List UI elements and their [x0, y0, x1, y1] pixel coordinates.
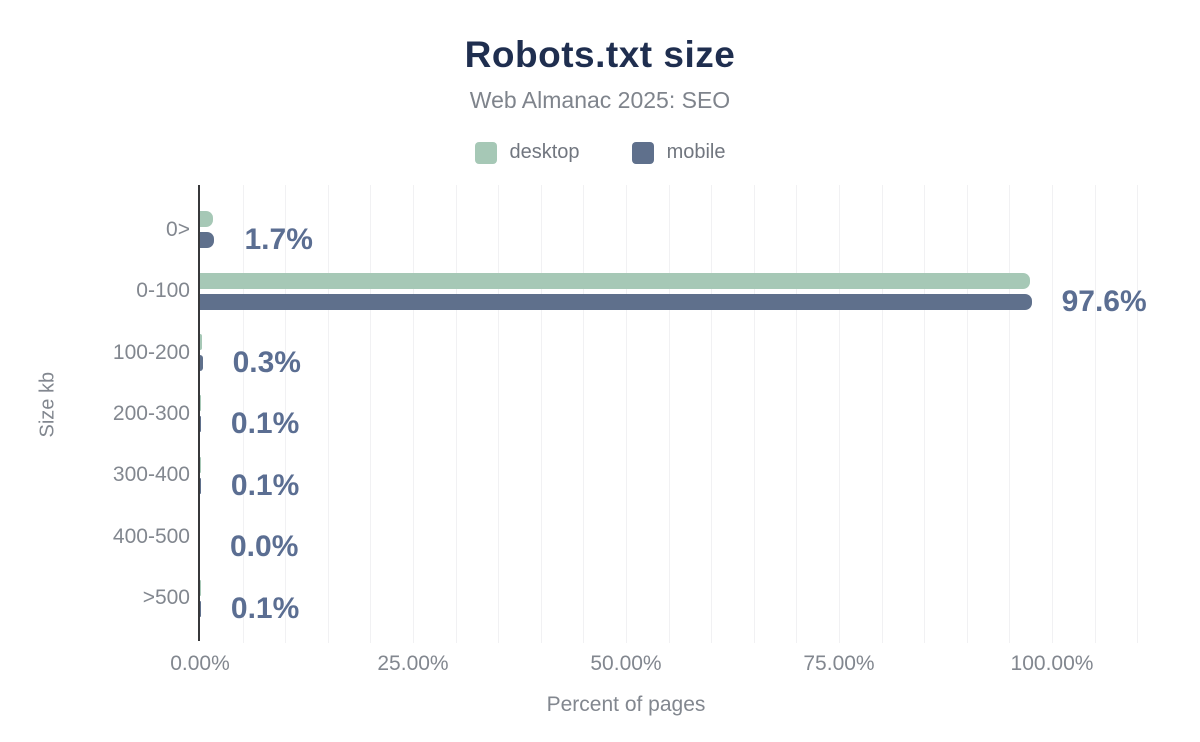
plot-area: 1.7% 97.6% 0.3% 0.1% 0.1% 0.0% 0.1%	[198, 185, 1150, 643]
category-label: 400-500	[112, 524, 190, 548]
gridline	[1094, 185, 1096, 643]
gridline	[711, 185, 713, 643]
gridline	[242, 185, 244, 643]
gridline	[839, 185, 840, 643]
x-axis-title: Percent of pages	[546, 693, 706, 716]
category-label: >500	[142, 586, 190, 610]
x-axis-ticks: 0.00% 25.00% 50.00% 75.00% 100.00%	[170, 652, 1150, 678]
chart-subtitle: Web Almanac 2025: SEO	[469, 87, 731, 113]
chart-title: Robots.txt size	[464, 34, 736, 75]
category-label: 300-400	[112, 463, 190, 487]
gridline	[753, 185, 755, 643]
gridline	[966, 185, 968, 643]
gridline	[1052, 185, 1053, 643]
category-label: 0>	[166, 217, 190, 241]
x-tick-label: 75.00%	[803, 652, 875, 675]
desktop-bar	[200, 456, 201, 473]
gridline	[626, 185, 627, 643]
value-label: 0.1%	[230, 468, 300, 502]
desktop-swatch	[474, 141, 497, 164]
mobile-swatch	[631, 141, 654, 164]
gridline	[370, 185, 372, 643]
gridline	[540, 185, 542, 643]
legend-item-mobile: mobile	[631, 141, 726, 164]
gridline	[327, 185, 329, 643]
desktop-bar	[200, 211, 213, 228]
legend-item-desktop: desktop	[474, 141, 580, 164]
category-label: 0-100	[136, 279, 190, 303]
gridline	[881, 185, 883, 643]
category-label: 200-300	[112, 401, 190, 425]
value-label: 0.1%	[230, 407, 300, 441]
gridline	[1009, 185, 1011, 643]
x-tick-label: 50.00%	[590, 652, 662, 675]
value-label: 97.6%	[1061, 284, 1147, 318]
desktop-bar	[200, 579, 201, 596]
desktop-bar	[200, 334, 203, 350]
value-label: 1.7%	[244, 223, 313, 257]
value-label: 0.3%	[232, 346, 301, 379]
desktop-bar	[200, 395, 201, 412]
mobile-bar	[200, 477, 201, 494]
mobile-bar	[200, 232, 215, 249]
mobile-bar	[200, 416, 201, 433]
category-label: 100-200	[112, 340, 190, 364]
legend: desktop mobile	[0, 141, 1200, 164]
gridline	[413, 185, 414, 643]
desktop-bar	[200, 272, 1030, 289]
legend-label-mobile: mobile	[666, 141, 726, 163]
gridline	[1137, 185, 1139, 643]
gridline	[668, 185, 670, 643]
gridline	[796, 185, 798, 643]
gridline	[583, 185, 585, 643]
gridline	[924, 185, 926, 643]
y-axis-line	[198, 185, 200, 641]
mobile-bar	[200, 600, 201, 617]
gridline	[285, 185, 287, 643]
value-label: 0.0%	[230, 530, 299, 564]
gridline	[455, 185, 457, 643]
legend-label-desktop: desktop	[509, 141, 580, 163]
x-tick-label: 0.00%	[170, 652, 230, 675]
value-label: 0.1%	[230, 591, 300, 625]
x-tick-label: 25.00%	[377, 652, 449, 675]
x-tick-label: 100.00%	[1010, 652, 1094, 675]
mobile-bar	[200, 355, 203, 371]
gridline	[498, 185, 500, 643]
mobile-bar	[200, 293, 1032, 310]
